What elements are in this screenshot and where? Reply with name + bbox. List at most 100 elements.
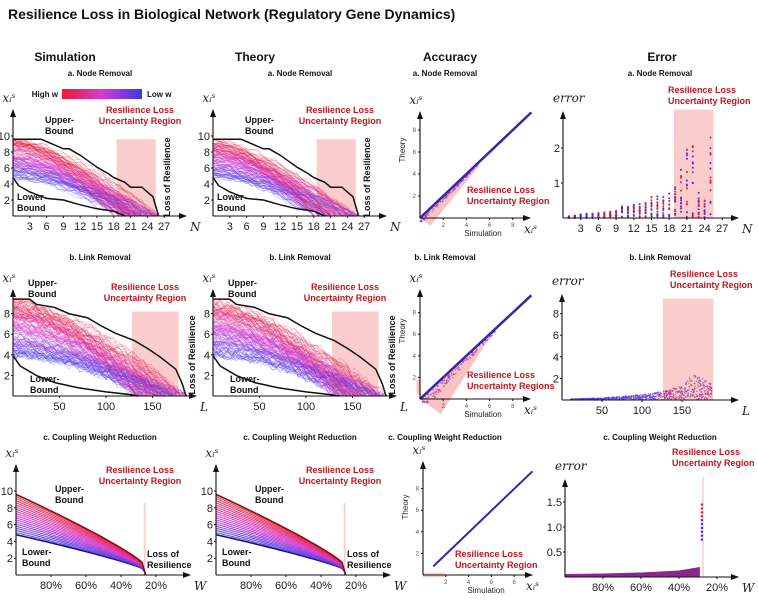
accuracy-point <box>471 354 474 357</box>
error-point <box>674 193 677 196</box>
trajectory-line <box>212 350 355 397</box>
trajectory-line <box>212 145 342 217</box>
trajectory-line <box>12 151 142 217</box>
x-tick-label: 50 <box>53 401 65 413</box>
error-point <box>702 395 705 397</box>
trajectory-line <box>12 317 166 397</box>
accuracy-point <box>491 334 493 337</box>
upper-bound-line <box>13 138 160 217</box>
y-axis-label: error <box>555 459 588 473</box>
trajectory-line <box>212 341 377 397</box>
error-point <box>710 389 712 392</box>
trajectory-line <box>12 336 173 397</box>
accuracy-point <box>419 220 422 223</box>
uncertainty-region <box>662 298 714 400</box>
trajectory-line <box>212 149 359 217</box>
trajectory-line <box>212 347 359 396</box>
trajectory-line <box>212 324 362 396</box>
error-point <box>693 374 695 376</box>
error-point <box>638 209 641 212</box>
error-point <box>703 386 705 388</box>
trajectory-line <box>212 299 377 397</box>
trajectory-line <box>12 144 126 216</box>
error-point <box>702 383 704 385</box>
upper-bound-label: Upper- <box>228 278 257 288</box>
x-axis-label: L <box>199 400 208 414</box>
y-tick-label: 8 <box>204 309 210 321</box>
trajectory-line <box>212 144 342 215</box>
panel-accuracy-b <box>416 289 533 415</box>
error-point <box>691 171 694 174</box>
trajectory-line <box>12 306 144 397</box>
error-point <box>630 397 633 399</box>
trajectory-line <box>212 168 320 215</box>
error-point <box>667 393 669 395</box>
x-axis-label: N <box>189 220 201 234</box>
error-point <box>694 383 696 385</box>
lower-bound-label: Bound <box>17 203 46 213</box>
trajectory-line <box>15 512 147 576</box>
error-point <box>701 396 703 399</box>
panel-title: c. Coupling Weight Reduction <box>43 433 157 442</box>
trajectory-line <box>215 512 347 576</box>
trajectory-line <box>12 138 148 217</box>
error-point <box>672 395 674 398</box>
trajectory-line <box>212 326 362 397</box>
trajectory-line <box>212 141 337 217</box>
error-point <box>650 396 652 399</box>
lower-bound-label: Lower- <box>30 374 60 384</box>
trajectory-line <box>12 350 166 397</box>
y-tick-label: 6 <box>553 330 559 342</box>
trajectory-line <box>212 164 326 217</box>
panel-theory-b <box>210 289 397 399</box>
error-point <box>683 394 685 397</box>
trajectory-line <box>12 299 188 397</box>
trajectory-line <box>12 169 159 217</box>
trajectory-line <box>12 168 137 216</box>
trajectory-line <box>212 146 315 216</box>
accuracy-point <box>443 379 446 382</box>
trajectory-line <box>12 339 177 395</box>
error-point <box>700 526 703 530</box>
error-point <box>668 197 671 200</box>
error-point <box>699 395 701 398</box>
error-point <box>639 394 642 396</box>
error-point <box>662 199 665 202</box>
error-point <box>677 391 679 393</box>
error-point <box>691 155 694 158</box>
trajectory-line <box>212 155 326 217</box>
y-tick-label: 8 <box>4 147 10 159</box>
error-point <box>675 388 677 390</box>
accuracy-point <box>439 390 442 392</box>
error-point <box>650 208 653 211</box>
accuracy-point <box>435 205 437 208</box>
trajectory-line <box>12 320 159 396</box>
x-tick-label: 80% <box>40 580 62 592</box>
error-point <box>693 376 695 378</box>
error-point <box>709 147 712 150</box>
error-band <box>565 567 700 577</box>
trajectory-line <box>12 342 159 396</box>
y-tick-label: 2 <box>413 375 417 381</box>
trajectory-line <box>12 148 148 214</box>
error-point <box>700 522 703 526</box>
upper-bound-label: Bound <box>55 495 84 505</box>
error-point <box>599 397 601 400</box>
error-point <box>657 392 659 395</box>
trajectory-line <box>212 313 373 397</box>
trajectory-line <box>12 306 185 397</box>
error-point <box>696 390 698 392</box>
upper-bound-label: Upper- <box>55 484 84 494</box>
error-point <box>660 394 662 396</box>
error-point <box>585 215 588 218</box>
error-point <box>635 396 637 399</box>
x-tick-label: 21 <box>681 223 693 235</box>
trajectory-line <box>212 304 385 397</box>
trajectory-line <box>12 156 126 215</box>
error-point <box>683 397 685 399</box>
trajectory-line <box>12 167 142 217</box>
column-header-error: Error <box>647 50 677 64</box>
trajectory-line <box>212 167 331 215</box>
accuracy-point <box>451 190 454 193</box>
y-axis-label: xᵢˢ <box>5 446 18 460</box>
